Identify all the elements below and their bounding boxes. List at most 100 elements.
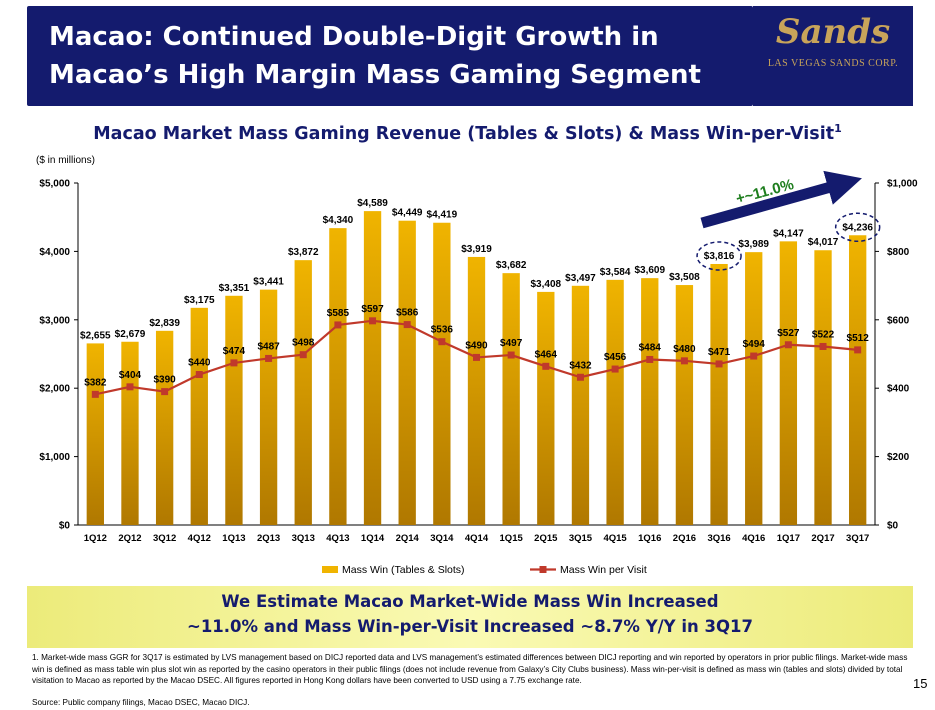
left-axis-tick-label: $3,000 xyxy=(39,315,70,326)
x-tick-label: 2Q14 xyxy=(396,533,420,544)
x-tick-label: 1Q15 xyxy=(500,533,524,544)
line-value-label: $464 xyxy=(535,349,558,360)
legend-bar-label: Mass Win (Tables & Slots) xyxy=(342,564,465,576)
right-axis-tick-label: $600 xyxy=(887,315,910,326)
line-point-4Q13 xyxy=(334,321,342,329)
bar-value-label: $4,236 xyxy=(842,222,873,233)
x-tick-label: 4Q16 xyxy=(742,533,765,544)
highlight-circle xyxy=(834,212,881,243)
x-tick-label: 3Q13 xyxy=(292,533,315,544)
left-axis-tick-label: $0 xyxy=(59,521,71,532)
chart-title-footnote-mark: 1 xyxy=(834,122,842,135)
bar-4Q16 xyxy=(745,252,763,525)
source-note: Source: Public company filings, Macao DS… xyxy=(32,698,250,707)
bar-1Q16 xyxy=(641,278,659,525)
line-point-3Q14 xyxy=(438,338,446,346)
line-value-label: $440 xyxy=(188,358,211,369)
bar-value-label: $4,589 xyxy=(357,198,388,209)
right-axis-tick-label: $0 xyxy=(887,521,899,532)
chart-title-text: Macao Market Mass Gaming Revenue (Tables… xyxy=(93,123,835,144)
line-value-label: $474 xyxy=(223,346,246,357)
line-value-label: $586 xyxy=(396,308,419,319)
bar-3Q12 xyxy=(155,330,174,525)
left-axis-tick-label: $4,000 xyxy=(39,247,70,258)
slide-header: Macao: Continued Double-Digit Growth in … xyxy=(0,0,935,112)
bar-4Q14 xyxy=(467,256,486,525)
bar-value-label: $3,872 xyxy=(288,247,319,258)
x-tick-label: 4Q14 xyxy=(465,533,489,544)
bar-1Q15 xyxy=(502,273,520,525)
left-axis-tick-label: $5,000 xyxy=(39,179,70,190)
bar-value-label: $3,441 xyxy=(253,277,284,288)
unit-note: ($ in millions) xyxy=(36,155,95,166)
line-value-label: $585 xyxy=(327,308,350,319)
legend-line-marker xyxy=(539,566,547,573)
line-value-label: $536 xyxy=(431,325,454,336)
bar-value-label: $3,408 xyxy=(531,279,562,290)
bar-2Q16 xyxy=(675,285,694,525)
x-tick-label: 3Q15 xyxy=(569,533,593,544)
line-point-1Q17 xyxy=(784,341,792,349)
x-tick-label: 1Q14 xyxy=(361,533,385,544)
right-axis-tick-label: $1,000 xyxy=(887,179,918,190)
logo-subtitle: LAS VEGAS SANDS CORP. xyxy=(767,58,899,69)
line-value-label: $471 xyxy=(708,347,731,358)
line-value-label: $490 xyxy=(465,340,488,351)
line-value-label: $432 xyxy=(569,360,592,371)
line-point-4Q16 xyxy=(750,352,758,360)
line-value-label: $497 xyxy=(500,338,523,349)
logo-wordmark: Sands xyxy=(775,12,891,52)
bar-2Q13 xyxy=(259,289,278,525)
line-value-label: $382 xyxy=(84,377,107,388)
line-value-label: $487 xyxy=(257,341,280,352)
bar-value-label: $3,989 xyxy=(738,239,769,250)
x-tick-label: 2Q13 xyxy=(257,533,280,544)
sands-logo: Sands LAS VEGAS SANDS CORP. xyxy=(753,6,913,106)
bar-value-label: $2,655 xyxy=(80,330,111,341)
line-point-1Q13 xyxy=(230,359,238,367)
line-point-3Q12 xyxy=(161,388,169,396)
line-value-label: $480 xyxy=(673,344,696,355)
x-tick-label: 2Q12 xyxy=(118,533,141,544)
line-point-3Q15 xyxy=(576,373,584,381)
summary-banner: We Estimate Macao Market-Wide Mass Win I… xyxy=(27,586,913,648)
summary-line2: ~11.0% and Mass Win-per-Visit Increased … xyxy=(187,617,753,636)
x-tick-label: 2Q16 xyxy=(673,533,696,544)
bar-1Q12 xyxy=(86,343,104,525)
bar-4Q13 xyxy=(329,228,347,526)
bar-value-label: $4,419 xyxy=(427,210,458,221)
bar-3Q17 xyxy=(849,235,867,525)
line-value-label: $522 xyxy=(812,329,835,340)
bar-3Q14 xyxy=(433,222,451,525)
line-point-3Q16 xyxy=(715,360,723,368)
line-point-4Q12 xyxy=(195,371,203,379)
line-value-label: $484 xyxy=(639,342,662,353)
x-tick-label: 2Q15 xyxy=(534,533,558,544)
line-value-label: $404 xyxy=(119,370,142,381)
bar-1Q17 xyxy=(779,241,798,525)
page-number: 15 xyxy=(913,676,928,691)
right-axis-tick-label: $800 xyxy=(887,247,910,258)
line-value-label: $597 xyxy=(361,304,384,315)
title-banner: Macao: Continued Double-Digit Growth in … xyxy=(27,6,753,106)
bar-value-label: $3,682 xyxy=(496,260,527,271)
x-tick-label: 4Q12 xyxy=(188,533,211,544)
line-point-1Q15 xyxy=(507,351,515,359)
bar-value-label: $3,497 xyxy=(565,273,596,284)
bar-value-label: $3,175 xyxy=(184,295,215,306)
bar-value-label: $3,351 xyxy=(219,283,250,294)
slide-title-line1: Macao: Continued Double-Digit Growth in xyxy=(49,22,659,52)
highlight-circle xyxy=(696,241,742,271)
summary-line1: We Estimate Macao Market-Wide Mass Win I… xyxy=(221,592,719,611)
bar-value-label: $4,449 xyxy=(392,208,423,219)
left-axis-tick-label: $1,000 xyxy=(39,452,70,463)
left-axis-tick-label: $2,000 xyxy=(39,384,70,395)
line-point-4Q15 xyxy=(611,365,619,373)
bar-2Q15 xyxy=(537,291,555,525)
footnote: 1. Market-wide mass GGR for 3Q17 is esti… xyxy=(32,653,908,685)
line-value-label: $390 xyxy=(154,375,177,386)
bar-value-label: $3,816 xyxy=(704,251,735,262)
bar-value-label: $2,839 xyxy=(149,318,180,329)
line-point-3Q17 xyxy=(854,346,862,354)
